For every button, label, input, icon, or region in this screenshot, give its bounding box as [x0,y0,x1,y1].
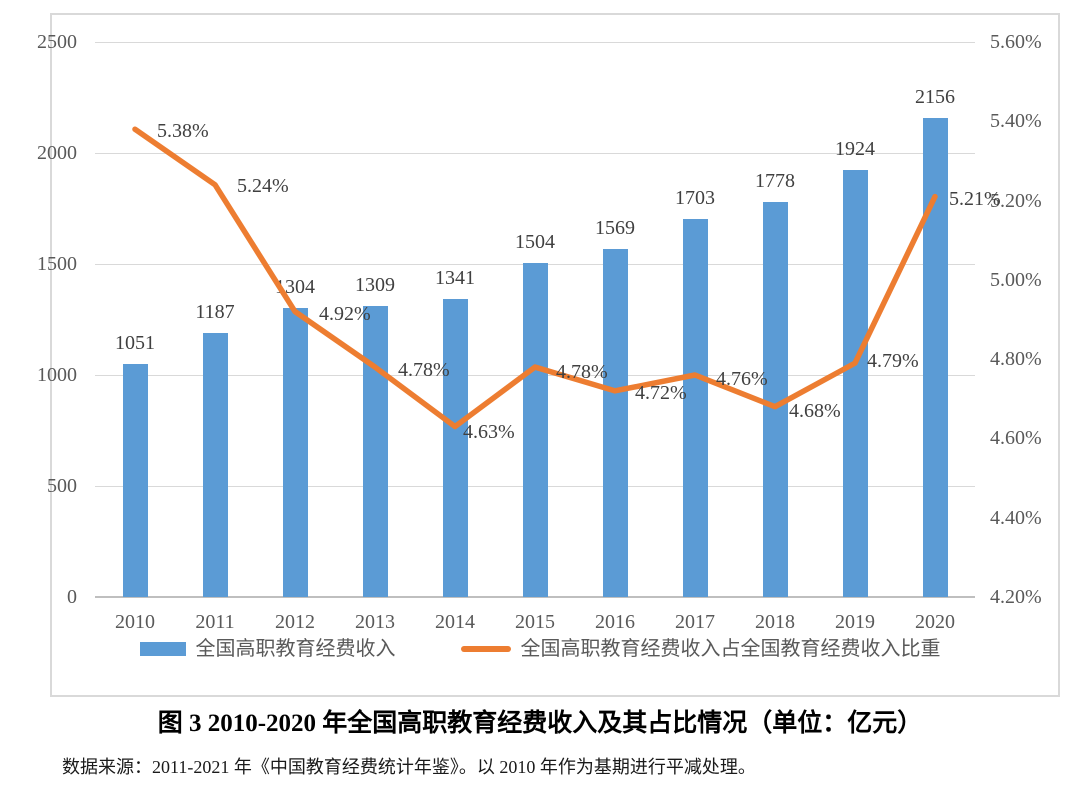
chart-legend: 全国高职教育经费收入 全国高职教育经费收入占全国教育经费收入比重 [0,637,1080,661]
right-axis-tick-label: 4.80% [990,348,1042,371]
bar [522,263,548,597]
left-axis-tick-label: 2500 [37,31,77,53]
right-axis-tick-label: 4.40% [990,506,1042,529]
x-axis-tick-label: 2020 [915,611,955,633]
line-value-label: 4.92% [319,302,371,325]
line-value-label: 4.78% [398,359,450,382]
bar-value-label: 1187 [195,301,235,324]
line-series-swatch-icon [460,646,511,652]
x-axis-tick-label: 2017 [675,611,715,633]
left-axis-tick-label: 0 [67,586,77,608]
bar-value-label: 2156 [915,86,955,109]
bar-value-label: 1051 [115,331,155,354]
bar [442,299,468,597]
bar [282,307,308,597]
right-axis-tick-label: 5.20% [990,189,1042,212]
bar [682,218,708,597]
bar-value-label: 1778 [755,170,795,193]
bar-value-label: 1341 [435,267,475,290]
left-axis-tick-label: 1500 [37,253,77,275]
right-axis-tick-label: 4.20% [990,586,1042,608]
line-series-label: 全国高职教育经费收入占全国教育经费收入比重 [520,638,941,660]
right-axis-tick-label: 4.60% [990,427,1042,450]
right-axis-tick-label: 5.00% [990,268,1042,291]
x-axis-tick-label: 2018 [755,611,795,633]
x-axis-tick-label: 2011 [195,611,235,633]
right-axis-tick-label: 5.40% [990,110,1042,133]
gridline [95,41,975,43]
line-value-label: 4.63% [463,420,515,443]
line-value-label: 5.24% [237,174,289,197]
figure-title: 图 3 2010-2020 年全国高职教育经费收入及其占比情况（单位：亿元） [157,710,923,737]
line-series [132,126,938,430]
bar-value-label: 1703 [675,186,715,209]
left-axis-tick-label: 1000 [37,364,77,386]
bar [362,306,388,597]
bar-series-swatch-icon [139,642,186,656]
line-value-label: 4.78% [556,361,608,384]
x-axis-tick-label: 2013 [355,611,395,633]
figure-source-note: 数据来源：2011-2021 年《中国教育经费统计年鉴》。以 2010 年作为基… [62,757,756,777]
legend-item-line-series: 全国高职教育经费收入占全国教育经费收入比重 [460,637,941,661]
legend-item-bar-series: 全国高职教育经费收入 [139,637,396,661]
line-series-path [132,126,938,430]
x-axis-tick-label: 2012 [275,611,315,633]
left-axis-tick-label: 2000 [37,142,77,164]
bar-value-label: 1569 [595,216,635,239]
line-value-label: 4.76% [716,368,768,390]
x-axis-tick-label: 2019 [835,611,875,633]
bar-value-label: 1504 [515,231,555,254]
gridline [95,152,975,154]
bar [842,169,868,597]
bar [202,333,228,597]
line-value-label: 5.21% [949,187,1001,210]
line-value-label: 4.68% [789,399,841,422]
bar [602,248,628,597]
bar-value-label: 1924 [835,137,875,160]
line-value-label: 4.79% [867,350,919,373]
bar-series-label: 全国高职教育经费收入 [195,638,396,660]
bar [122,363,148,597]
right-axis-tick-label: 5.60% [990,31,1042,53]
bar-value-label: 1309 [355,274,395,297]
x-axis-tick-label: 2015 [515,611,555,633]
chart-frame: 0 500 1000 1500 2000 2500 4.20% 4.40% 4.60% 4.80%… [37,13,1060,697]
line-value-label: 5.38% [157,120,209,143]
line-value-label: 4.72% [635,381,687,404]
x-axis-tick-label: 2010 [115,611,155,633]
x-axis-tick-label: 2014 [435,611,475,633]
x-axis-line [95,596,975,598]
left-axis-tick-label: 500 [47,475,77,497]
x-axis-tick-label: 2016 [595,611,635,633]
